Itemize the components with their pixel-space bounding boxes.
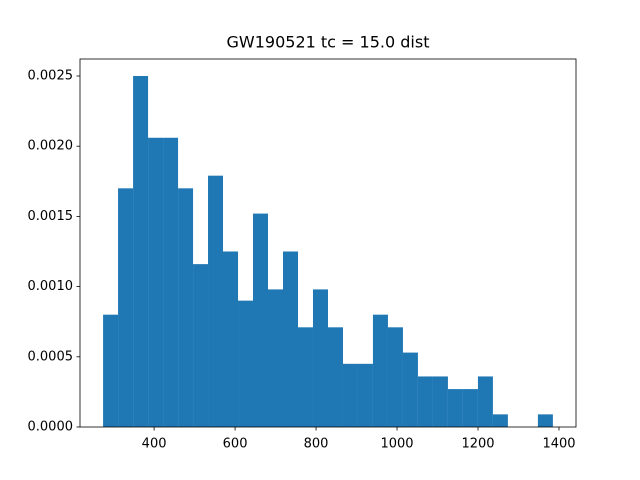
- bar: [402, 352, 418, 427]
- bar: [447, 389, 463, 427]
- y-tick-label: 0.0015: [28, 209, 74, 224]
- bar: [417, 376, 433, 427]
- x-tick-label: 1400: [542, 437, 575, 452]
- x-tick-label: 400: [142, 437, 167, 452]
- x-tick-label: 1000: [380, 437, 413, 452]
- bar: [297, 327, 313, 427]
- bar: [342, 363, 358, 427]
- y-tick-label: 0.0020: [28, 139, 74, 154]
- bar: [133, 75, 149, 427]
- bar: [312, 289, 328, 427]
- y-tick-label: 0.0000: [28, 420, 74, 435]
- bar: [103, 314, 119, 427]
- bar: [238, 300, 254, 427]
- y-tick-label: 0.0005: [28, 349, 74, 364]
- bar: [178, 188, 194, 427]
- bar: [432, 376, 448, 427]
- bar: [208, 175, 224, 427]
- bar: [477, 376, 493, 427]
- chart-title: GW190521 tc = 15.0 dist: [227, 33, 430, 52]
- bar: [163, 137, 179, 427]
- bar: [357, 363, 373, 427]
- bar: [328, 327, 343, 427]
- bar: [267, 289, 284, 427]
- bar: [387, 327, 403, 427]
- x-tick-label: 600: [223, 437, 248, 452]
- bar: [193, 264, 209, 427]
- bar: [372, 314, 388, 427]
- axes-frame: [79, 58, 577, 428]
- x-tick-label: 800: [304, 437, 329, 452]
- bar: [148, 137, 164, 427]
- bar: [253, 213, 268, 427]
- bar: [462, 389, 478, 427]
- bar: [492, 414, 508, 427]
- bar: [537, 414, 553, 427]
- bar: [283, 251, 298, 427]
- x-tick-label: 1200: [461, 437, 494, 452]
- y-tick-label: 0.0010: [28, 279, 74, 294]
- bar: [223, 251, 239, 427]
- y-tick-label: 0.0025: [28, 68, 74, 83]
- bar: [118, 188, 134, 427]
